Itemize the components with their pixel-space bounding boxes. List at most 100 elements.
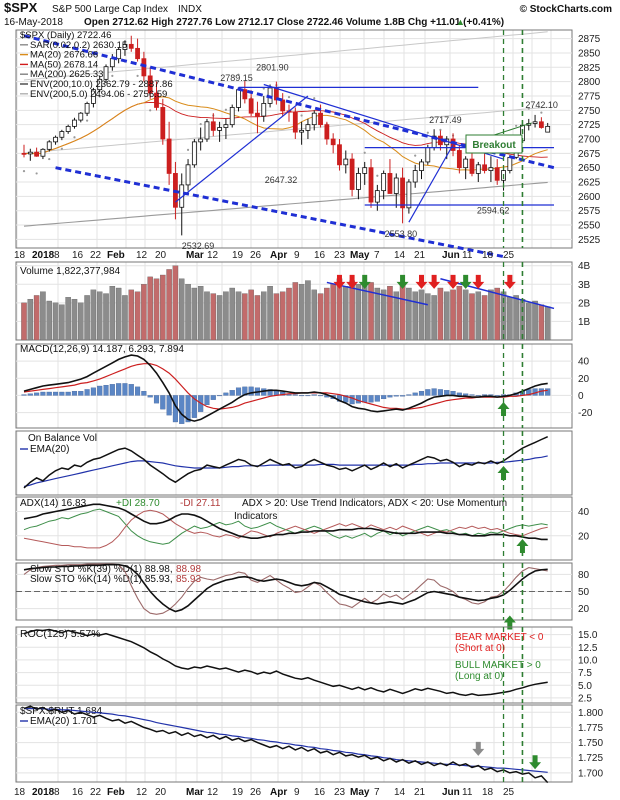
price-label: 2742.10 [525, 100, 558, 110]
macd-histogram-bar [400, 395, 406, 397]
obv-label: On Balance Vol [28, 433, 97, 444]
candle-body [419, 161, 424, 171]
x-tick-label: 11 [462, 787, 473, 798]
volume-bar [406, 287, 412, 341]
ratio-ema-line [24, 707, 548, 773]
y-tick-label: 2525 [578, 235, 601, 246]
x-tick-label: Mar [186, 250, 204, 261]
downtrend-line [263, 83, 504, 160]
macd-histogram-bar [229, 390, 235, 396]
volume-bar [349, 280, 355, 341]
chart-source: © StockCharts.com [520, 4, 613, 15]
volume-signal-arrow-icon [333, 274, 346, 289]
chart-symbol: $SPX [4, 0, 38, 15]
candle-body [494, 167, 500, 181]
volume-signal-arrow-icon [447, 274, 460, 289]
candle-body [305, 124, 311, 131]
trendline-lower [55, 166, 504, 259]
macd-histogram-bar [122, 383, 128, 396]
macd-label: MACD(12,26,9) 14.187, 6.293, 7.894 [20, 344, 184, 355]
support-line-feb [175, 95, 309, 203]
candle-body [412, 170, 418, 183]
sar-dot [313, 97, 316, 100]
volume-signal-arrow-icon [346, 274, 359, 289]
volume-bar [343, 285, 349, 341]
sar-dot [439, 128, 442, 131]
volume-bar [229, 287, 235, 341]
x-tick-label: 21 [414, 250, 426, 261]
stoch-k39-line [23, 563, 548, 613]
candle-body [248, 98, 254, 114]
sar-dot [98, 95, 101, 98]
envelope-upper-5 [23, 106, 548, 154]
envelope-upper-10 [23, 31, 548, 81]
volume-bar [317, 293, 324, 341]
y-tick-label: 2675 [578, 149, 601, 160]
y-tick-label: 2B [578, 298, 591, 309]
macd-histogram-bar [59, 391, 65, 396]
x-tick-label: 19 [232, 250, 244, 261]
volume-bar [191, 287, 198, 341]
volume-bar [387, 285, 393, 341]
breakout-callout [465, 134, 523, 154]
volume-bar [399, 284, 406, 341]
volume-bar [122, 295, 128, 341]
volume-signal-arrow-icon [428, 274, 441, 289]
volume-bar [418, 289, 425, 341]
volume-bar [431, 295, 437, 341]
macd-histogram-bar [456, 392, 462, 396]
x-tick-label: May [350, 250, 370, 261]
candle-body [362, 167, 368, 174]
macd-histogram-bar [488, 394, 494, 396]
x-tick-label: 9 [294, 787, 300, 798]
volume-bar [526, 302, 532, 341]
candle-body [349, 158, 355, 190]
chart-date: 16-May-2018 [4, 17, 63, 28]
volume-bar [261, 291, 267, 341]
roc-note: (Short at 0) [455, 643, 505, 654]
macd-histogram-bar [160, 395, 166, 410]
y-tick-label: 2775 [578, 91, 601, 102]
candle-body [166, 138, 172, 174]
candle-body [343, 158, 349, 166]
y-tick-label: 2800 [578, 77, 601, 88]
macd-histogram-bar [27, 393, 33, 396]
candle-body [217, 127, 222, 131]
candle-body [456, 150, 462, 169]
x-tick-label: 22 [90, 250, 102, 261]
x-tick-label: 20 [155, 250, 167, 261]
y-tick-label: 2850 [578, 48, 601, 59]
macd-histogram-bar [248, 386, 254, 396]
candle-body [116, 49, 122, 60]
candle-body [46, 141, 52, 150]
volume-bar [254, 295, 261, 341]
sar-dot [35, 172, 38, 175]
volume-bar [147, 276, 153, 341]
candle-body [229, 107, 235, 126]
candle-body [210, 121, 216, 131]
volume-bar [248, 289, 254, 341]
volume-bar [204, 291, 210, 341]
volume-bar [267, 285, 273, 341]
volume-bar [368, 282, 374, 341]
x-tick-label: 20 [155, 787, 167, 798]
candle-body [311, 112, 317, 126]
y-tick-label: 0 [578, 391, 584, 402]
stoch-label-2: Slow STO %K(14) %D(1) 85.93, [30, 574, 173, 585]
sar-dot [540, 111, 543, 114]
volume-bar [380, 289, 387, 341]
volume-signal-arrow-icon [415, 274, 428, 289]
macd-histogram-bar [463, 393, 469, 396]
x-tick-label: 8 [54, 787, 60, 798]
volume-bar [393, 291, 400, 341]
volume-bar [21, 302, 27, 341]
volume-bar [40, 291, 46, 341]
y-tick-label: 3B [578, 280, 591, 291]
volume-bar [450, 289, 456, 341]
x-tick-label: Apr [270, 250, 287, 261]
sar-dot [199, 122, 202, 126]
x-tick-label: 7 [374, 787, 380, 798]
volume-bar [507, 297, 513, 341]
macd-histogram-bar [210, 395, 216, 400]
volume-bar [103, 293, 109, 341]
